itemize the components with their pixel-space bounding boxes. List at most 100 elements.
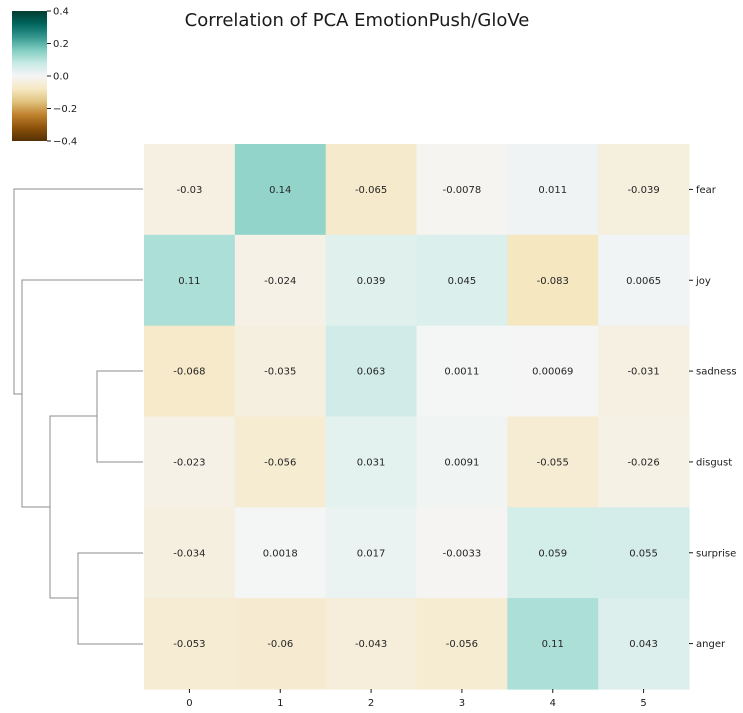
column-label-0: 0	[186, 698, 192, 709]
heatmap-cell-fear-5	[598, 144, 690, 236]
heatmap-cell-fear-0	[144, 144, 236, 236]
heatmap-cell-disgust-0	[144, 416, 236, 508]
heatmap-cell-sadness-0	[144, 325, 236, 418]
heatmap-cell-surprise-4	[507, 507, 599, 599]
heatmap-cell-anger-4	[507, 598, 599, 690]
row-dendrogram	[13, 188, 143, 645]
heatmap-value-sadness-3: 0.0011	[444, 367, 479, 378]
heatmap-value-disgust-5: -0.026	[627, 457, 659, 468]
heatmap-cell-fear-4	[507, 144, 599, 236]
heatmap-cell-anger-3	[416, 598, 508, 690]
heatmap-value-sadness-1: -0.035	[264, 367, 296, 378]
heatmap-value-joy-0: 0.11	[178, 276, 200, 287]
heatmap-value-fear-4: 0.011	[538, 185, 567, 196]
heatmap-cell-joy-5	[598, 234, 690, 327]
row-label-sadness: sadness	[696, 367, 737, 378]
heatmap-cell-surprise-1	[234, 507, 327, 599]
heatmap-cell-surprise-2	[325, 507, 418, 599]
column-label-3: 3	[459, 698, 465, 709]
heatmap-cell-anger-5	[598, 598, 690, 690]
row-labels: fear joy sadness disgust surprise anger	[689, 185, 737, 650]
colorbar: 0.4 0.2 0.0 −0.2 −0.4	[12, 7, 77, 148]
colorbar-tick-label-0: 0.4	[53, 7, 69, 18]
column-label-4: 4	[550, 698, 556, 709]
heatmap-cell-disgust-3	[416, 416, 508, 508]
heatmap-cell-sadness-4	[507, 325, 599, 418]
colorbar-tick-label-4: −0.4	[53, 137, 77, 148]
heatmap-cell-surprise-3	[416, 507, 508, 599]
heatmap-cell-joy-2	[325, 234, 418, 327]
heatmap-cell-fear-3	[416, 144, 508, 236]
heatmap-cell-sadness-3	[416, 325, 508, 418]
heatmap-cell-disgust-1	[234, 416, 327, 508]
heatmap-value-surprise-2: 0.017	[357, 548, 386, 559]
heatmap-cell-sadness-2	[325, 325, 418, 418]
column-label-5: 5	[640, 698, 646, 709]
heatmap-cell-sadness-5	[598, 325, 690, 418]
heatmap-cell-surprise-5	[598, 507, 690, 599]
heatmap-cell-surprise-0	[144, 507, 236, 599]
heatmap-value-sadness-2: 0.063	[357, 367, 386, 378]
dendrogram-link-sadness-disgust-surprise-anger	[49, 415, 97, 599]
heatmap-value-disgust-0: -0.023	[173, 457, 205, 468]
colorbar-gradient	[12, 11, 47, 141]
heatmap-value-sadness-0: -0.068	[173, 367, 205, 378]
colorbar-tick-label-2: 0.0	[53, 72, 69, 83]
dendrogram-link-joy-cluster	[21, 279, 143, 508]
colorbar-ticks: 0.4 0.2 0.0 −0.2 −0.4	[47, 7, 77, 148]
chart-title: Correlation of PCA EmotionPush/GloVe	[185, 10, 530, 31]
heatmap-value-surprise-4: 0.059	[538, 548, 567, 559]
heatmap-cell-disgust-5	[598, 416, 690, 508]
heatmap-value-joy-2: 0.039	[357, 276, 386, 287]
row-label-joy: joy	[695, 276, 711, 287]
heatmap-value-joy-4: -0.083	[537, 276, 569, 287]
heatmap-value-anger-5: 0.043	[629, 639, 658, 650]
dendrogram-link-sadness-disgust	[96, 370, 143, 463]
heatmap-value-fear-5: -0.039	[627, 185, 659, 196]
column-labels: 0 1 2 3 4 5	[186, 689, 647, 709]
heatmap: -0.03 0.14 -0.065 -0.0078 0.011 -0.039 0.11 -0.…	[144, 144, 690, 690]
heatmap-value-joy-5: 0.0065	[626, 276, 661, 287]
row-label-anger: anger	[696, 639, 726, 650]
column-label-1: 1	[277, 698, 283, 709]
heatmap-value-anger-3: -0.056	[446, 639, 478, 650]
heatmap-cell-joy-0	[144, 234, 236, 327]
dendrogram-link-surprise-anger	[77, 552, 143, 645]
heatmap-value-disgust-1: -0.056	[264, 457, 296, 468]
heatmap-cell-disgust-2	[325, 416, 418, 508]
heatmap-value-anger-4: 0.11	[542, 639, 564, 650]
heatmap-value-anger-2: -0.043	[355, 639, 387, 650]
heatmap-cell-joy-4	[507, 234, 599, 327]
heatmap-value-surprise-3: -0.0033	[443, 548, 482, 559]
heatmap-value-joy-1: -0.024	[264, 276, 296, 287]
heatmap-value-fear-0: -0.03	[176, 185, 202, 196]
heatmap-value-fear-2: -0.065	[355, 185, 387, 196]
heatmap-value-fear-3: -0.0078	[443, 185, 482, 196]
row-label-surprise: surprise	[696, 548, 736, 559]
heatmap-cell-sadness-1	[234, 325, 327, 418]
heatmap-cell-joy-1	[234, 234, 327, 327]
heatmap-cell-fear-1	[234, 144, 327, 236]
heatmap-cell-anger-2	[325, 598, 418, 690]
heatmap-value-sadness-4: 0.00069	[532, 367, 573, 378]
heatmap-value-sadness-5: -0.031	[627, 367, 659, 378]
heatmap-value-joy-3: 0.045	[448, 276, 477, 287]
colorbar-tick-label-3: −0.2	[53, 104, 77, 115]
heatmap-value-fear-1: 0.14	[269, 185, 291, 196]
heatmap-value-surprise-0: -0.034	[173, 548, 205, 559]
heatmap-cell-fear-2	[325, 144, 418, 236]
heatmap-value-anger-1: -0.06	[267, 639, 293, 650]
colorbar-tick-label-1: 0.2	[53, 39, 69, 50]
heatmap-value-disgust-2: 0.031	[357, 457, 386, 468]
dendrogram-link-fear-root	[13, 188, 143, 395]
heatmap-cell-disgust-4	[507, 416, 599, 508]
heatmap-value-surprise-5: 0.055	[629, 548, 658, 559]
heatmap-cell-anger-1	[234, 598, 327, 690]
row-label-disgust: disgust	[696, 457, 732, 468]
heatmap-cell-anger-0	[144, 598, 236, 690]
heatmap-value-disgust-3: 0.0091	[444, 457, 479, 468]
heatmap-cell-joy-3	[416, 234, 508, 327]
heatmap-value-anger-0: -0.053	[173, 639, 205, 650]
column-label-2: 2	[368, 698, 374, 709]
